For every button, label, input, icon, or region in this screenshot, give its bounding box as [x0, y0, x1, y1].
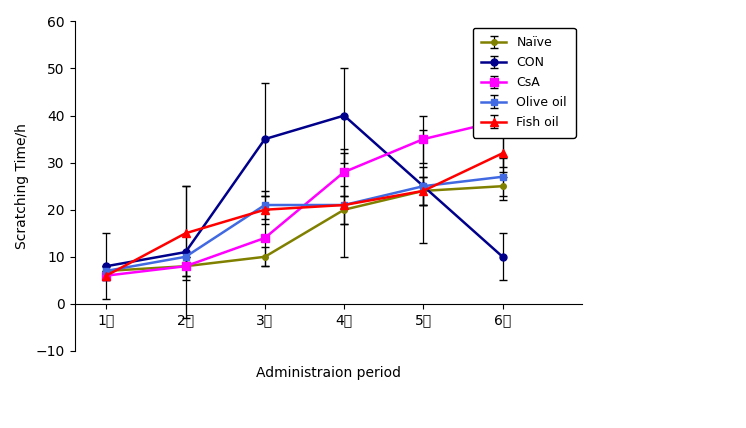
X-axis label: Administraion period: Administraion period [256, 366, 401, 380]
Legend: Naïve, CON, CsA, Olive oil, Fish oil: Naïve, CON, CsA, Olive oil, Fish oil [472, 28, 576, 138]
Y-axis label: Scratching Time/h: Scratching Time/h [15, 123, 28, 249]
